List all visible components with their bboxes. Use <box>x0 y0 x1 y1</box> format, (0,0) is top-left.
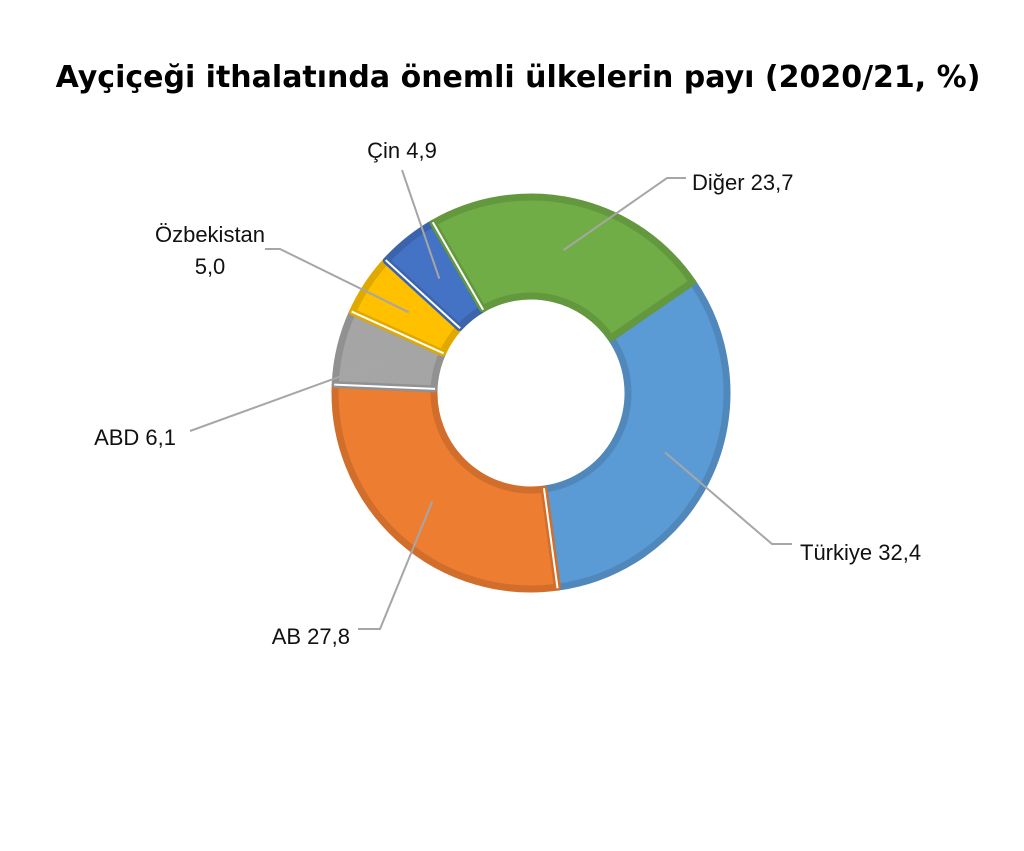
leader-line-abd <box>189 358 389 432</box>
data-label-diger: Diğer 23,7 <box>692 170 794 195</box>
slices-group <box>331 193 731 593</box>
leader-line-ozbekistan <box>265 248 410 314</box>
leader-line-cin <box>401 169 441 280</box>
slice-separator <box>542 487 559 589</box>
labels-group: Türkiye 32,4 AB 27,8 ABD 6,1 Özbekistan 5,0 Ç… <box>94 138 921 649</box>
slice-ab <box>331 381 561 593</box>
data-label-ab: AB 27,8 <box>272 624 350 649</box>
slice-separator <box>351 310 445 355</box>
data-label-turkiye: Türkiye 32,4 <box>800 540 921 565</box>
data-label-abd: ABD 6,1 <box>94 425 176 450</box>
slice-separator <box>431 221 485 311</box>
chart-title: Ayçiçeği ithalatında önemli ülkelerin pa… <box>56 60 981 95</box>
slice-separator <box>384 259 461 329</box>
leader-line-ab <box>358 500 434 630</box>
leader-line-turkiye <box>664 451 792 545</box>
data-label-cin: Çin 4,9 <box>367 138 437 163</box>
leader-line-diger <box>562 177 686 251</box>
slice-turkiye <box>540 278 731 591</box>
slice-diger <box>429 193 697 342</box>
data-label-ozbekistan: Özbekistan 5,0 <box>155 222 265 279</box>
slice-separator <box>334 383 436 390</box>
